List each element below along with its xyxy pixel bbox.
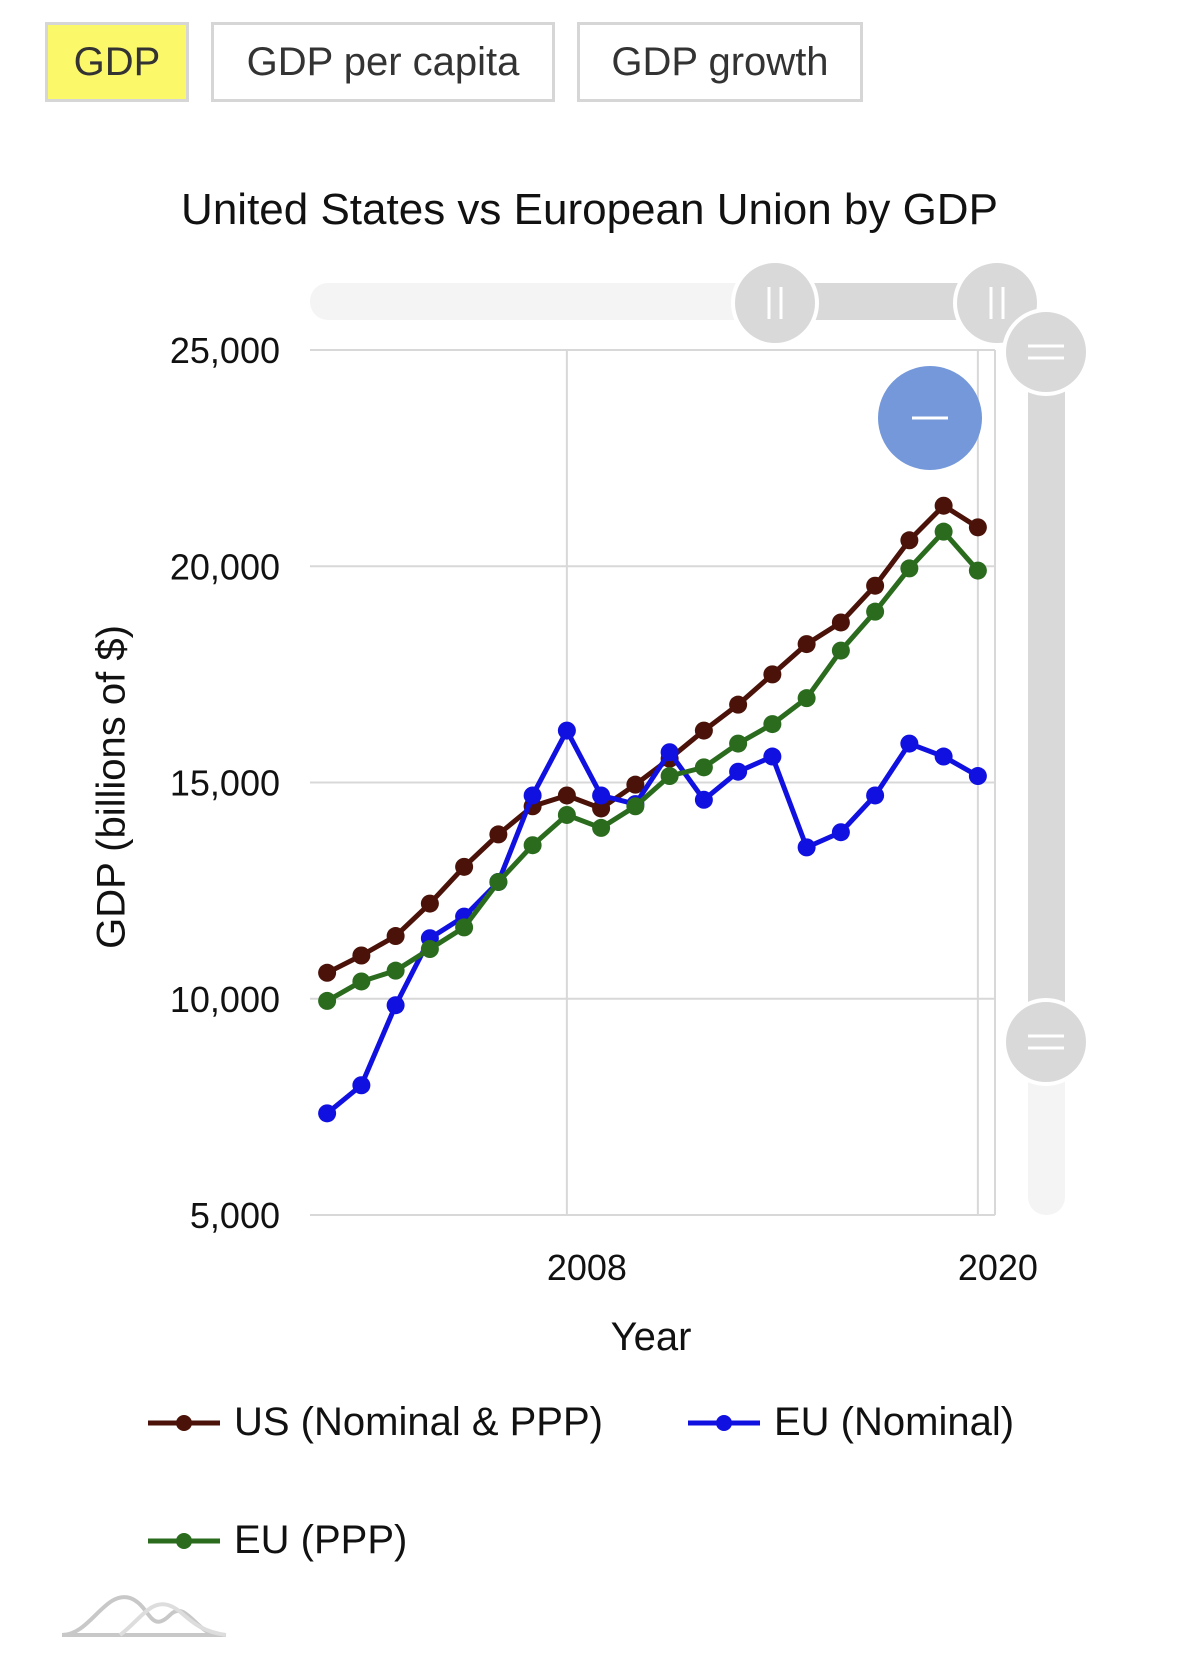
data-point-us-nominal-ppp: [455, 857, 474, 876]
data-point-us-nominal-ppp: [557, 786, 576, 805]
data-point-eu-ppp: [352, 972, 371, 991]
axes: 5,000 10,000 15,000 20,000 25,000 2008 2020: [170, 330, 1038, 1288]
data-point-eu-nominal: [797, 838, 816, 857]
chart-title: United States vs European Union by GDP: [181, 185, 998, 234]
data-point-eu-ppp: [318, 991, 337, 1010]
legend-item-eu-nominal[interactable]: EU (Nominal): [688, 1400, 1014, 1445]
data-point-eu-nominal: [729, 762, 748, 781]
data-point-us-nominal-ppp: [763, 665, 782, 684]
data-point-us-nominal-ppp: [934, 496, 953, 515]
data-point-us-nominal-ppp: [968, 518, 987, 537]
data-point-eu-nominal: [934, 747, 953, 766]
data-point-eu-ppp: [455, 918, 474, 937]
legend-label-eu-nominal: EU (Nominal): [774, 1400, 1015, 1444]
data-point-eu-nominal: [352, 1076, 371, 1095]
legend-label-eu-ppp: EU (PPP): [234, 1518, 408, 1562]
data-point-us-nominal-ppp: [900, 531, 919, 550]
y-tick-label: 5,000: [190, 1195, 280, 1236]
data-point-eu-nominal: [968, 767, 987, 786]
series-layer: [318, 496, 987, 1123]
data-point-us-nominal-ppp: [694, 721, 713, 740]
legend-swatch-us: [148, 1414, 220, 1431]
data-point-eu-ppp: [626, 797, 645, 816]
data-point-us-nominal-ppp: [626, 775, 645, 794]
y-range-bottom-handle[interactable]: [1002, 998, 1090, 1086]
data-point-us-nominal-ppp: [489, 825, 508, 844]
data-point-us-nominal-ppp: [352, 946, 371, 965]
legend-swatch-eu-nominal: [688, 1414, 760, 1431]
y-range-top-handle[interactable]: [1002, 308, 1090, 396]
x-tick-label: 2020: [958, 1247, 1038, 1288]
data-point-eu-ppp: [763, 715, 782, 734]
data-point-eu-ppp: [694, 758, 713, 777]
data-point-eu-ppp: [900, 559, 919, 578]
data-point-eu-ppp: [420, 940, 439, 959]
legend-label-us: US (Nominal & PPP): [234, 1400, 603, 1444]
tab-gdp-per-capita[interactable]: GDP per capita: [211, 22, 555, 102]
data-point-eu-ppp: [660, 767, 679, 786]
y-axis-label: GDP (billions of $): [89, 625, 134, 949]
y-tick-label: 10,000: [170, 979, 280, 1020]
y-range-slider-selection[interactable]: [1028, 352, 1065, 1042]
x-range-start-handle[interactable]: [731, 259, 819, 347]
data-point-us-nominal-ppp: [592, 799, 611, 818]
data-point-eu-ppp: [831, 641, 850, 660]
data-point-eu-ppp: [592, 818, 611, 837]
data-point-eu-nominal: [660, 743, 679, 762]
data-point-eu-ppp: [866, 602, 885, 621]
data-point-us-nominal-ppp: [866, 576, 885, 595]
data-point-eu-nominal: [900, 734, 919, 753]
data-point-us-nominal-ppp: [318, 963, 337, 982]
zoom-out-button[interactable]: [878, 366, 982, 470]
x-tick-label: 2008: [547, 1247, 627, 1288]
data-point-eu-nominal: [763, 747, 782, 766]
data-point-eu-ppp: [968, 561, 987, 580]
data-point-eu-nominal: [592, 786, 611, 805]
data-point-eu-ppp: [523, 836, 542, 855]
data-point-eu-nominal: [694, 790, 713, 809]
data-point-eu-nominal: [557, 721, 576, 740]
data-point-eu-ppp: [489, 872, 508, 891]
tab-gdp-growth[interactable]: GDP growth: [577, 22, 863, 102]
y-tick-label: 25,000: [170, 330, 280, 371]
legend-item-us[interactable]: US (Nominal & PPP): [148, 1400, 603, 1445]
data-point-eu-ppp: [386, 961, 405, 980]
data-point-eu-ppp: [934, 522, 953, 541]
data-point-eu-ppp: [557, 805, 576, 824]
data-point-us-nominal-ppp: [420, 894, 439, 913]
series-line-eu-ppp: [325, 529, 980, 1004]
data-point-eu-ppp: [729, 734, 748, 753]
data-point-eu-nominal: [523, 786, 542, 805]
data-point-eu-ppp: [797, 689, 816, 708]
data-point-us-nominal-ppp: [797, 635, 816, 654]
y-tick-label: 20,000: [170, 546, 280, 587]
data-point-eu-nominal: [866, 786, 885, 805]
data-point-us-nominal-ppp: [386, 927, 405, 946]
legend-item-eu-ppp[interactable]: EU (PPP): [148, 1518, 407, 1563]
data-point-eu-nominal: [831, 823, 850, 842]
chart-logo-icon: [61, 1595, 227, 1637]
data-point-us-nominal-ppp: [831, 613, 850, 632]
metric-tabs: GDP GDP per capita GDP growth: [45, 22, 863, 102]
legend-swatch-eu-ppp: [148, 1532, 220, 1549]
tab-gdp[interactable]: GDP: [45, 22, 189, 102]
y-tick-label: 15,000: [170, 763, 280, 804]
data-point-eu-nominal: [318, 1104, 337, 1123]
data-point-eu-nominal: [386, 996, 405, 1015]
data-point-us-nominal-ppp: [729, 695, 748, 714]
x-axis-label: Year: [610, 1315, 692, 1359]
